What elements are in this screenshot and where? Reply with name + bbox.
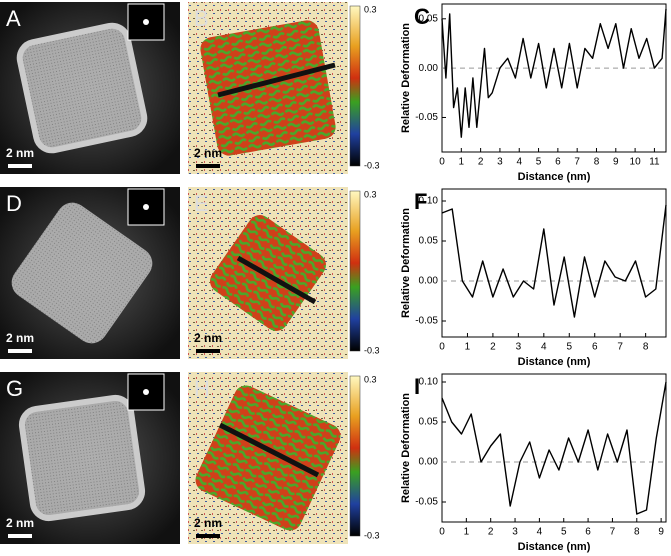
line: [441, 8, 667, 138]
x-axis-label: Distance (nm): [518, 541, 591, 553]
scale-bar-label: 2 nm: [194, 516, 222, 530]
colorbar: [349, 375, 361, 537]
scale-bar: [196, 534, 220, 538]
panel-label: I: [414, 374, 420, 399]
scale-bar: [196, 349, 220, 353]
panel-label: E: [194, 191, 209, 216]
x-tick-label: 8: [594, 157, 600, 168]
x-tick-label: 11: [649, 157, 660, 168]
y-tick-label: 0.05: [419, 417, 439, 428]
scale-bar: [8, 534, 32, 538]
colorbar-label: 0.3: [364, 189, 377, 199]
y-tick-label: 0.05: [419, 13, 439, 24]
x-tick-label: 0: [439, 527, 445, 538]
x-tick-label: 0: [439, 157, 445, 168]
colorbar-label: -0.3: [364, 345, 380, 355]
particle: [18, 394, 146, 522]
line: [441, 381, 667, 515]
x-tick-label: 4: [516, 157, 522, 168]
x-axis-label: Distance (nm): [518, 171, 591, 183]
x-axis-label: Distance (nm): [518, 356, 591, 368]
y-axis-label: Relative Deformation: [400, 393, 412, 503]
x-tick-label: 3: [512, 527, 518, 538]
profile-arrow: [217, 62, 336, 98]
scale-bar-label: 2 nm: [194, 331, 222, 345]
x-tick-label: 6: [555, 157, 561, 168]
line: [441, 204, 667, 318]
profile-arrow: [218, 422, 320, 478]
particle: [16, 22, 148, 154]
plot-frame: [441, 3, 667, 153]
scale-bar-label: 2 nm: [194, 146, 222, 160]
y-tick-label: 0.00: [419, 457, 439, 468]
x-tick-label: 4: [541, 342, 547, 353]
scale-bar: [8, 164, 32, 168]
x-tick-label: 5: [536, 157, 542, 168]
scale-bar-label: 2 nm: [6, 331, 34, 345]
scale-bar: [8, 349, 32, 353]
scale-bar-label: 2 nm: [6, 516, 34, 530]
x-tick-label: 7: [617, 342, 623, 353]
panel-label: A: [6, 6, 21, 31]
scale-bar-label: 2 nm: [6, 146, 34, 160]
x-tick-label: 3: [497, 157, 503, 168]
plot-frame: [441, 188, 667, 338]
panel-label: D: [6, 191, 22, 216]
y-axis-label: Relative Deformation: [400, 23, 412, 133]
y-tick-label: -0.05: [415, 316, 438, 327]
fft-spot: [143, 204, 149, 210]
colorbar-label: -0.3: [364, 530, 380, 540]
x-tick-label: 5: [566, 342, 572, 353]
x-tick-label: 6: [585, 527, 591, 538]
x-tick-label: 2: [478, 157, 484, 168]
strain-particle: [195, 385, 341, 531]
x-tick-label: 2: [490, 342, 496, 353]
x-tick-label: 4: [537, 527, 543, 538]
y-tick-label: 0.00: [419, 63, 439, 74]
colorbar: [349, 190, 361, 352]
colorbar-label: 0.3: [364, 374, 377, 384]
panel-label: C: [414, 4, 430, 29]
y-axis-label: Relative Deformation: [400, 208, 412, 318]
scale-bar: [196, 164, 220, 168]
x-tick-label: 0: [439, 342, 445, 353]
x-tick-label: 8: [643, 342, 649, 353]
y-tick-label: 0.00: [419, 276, 439, 287]
x-tick-label: 9: [658, 527, 664, 538]
y-tick-label: -0.05: [415, 497, 438, 508]
colorbar: [349, 5, 361, 167]
x-tick-label: 9: [613, 157, 619, 168]
panel-label: B: [194, 6, 209, 31]
x-tick-label: 8: [634, 527, 640, 538]
fft-spot: [143, 19, 149, 25]
panel-label: H: [194, 376, 210, 401]
x-tick-label: 1: [464, 527, 470, 538]
panel-label: F: [414, 189, 427, 214]
y-tick-label: -0.05: [415, 112, 438, 123]
fft-spot: [143, 389, 149, 395]
x-tick-label: 1: [459, 157, 465, 168]
x-tick-label: 1: [465, 342, 471, 353]
strain-particle: [200, 20, 336, 156]
colorbar-label: 0.3: [364, 4, 377, 14]
y-tick-label: 0.10: [419, 196, 439, 207]
colorbar-label: -0.3: [364, 160, 380, 170]
particle: [11, 202, 153, 344]
x-tick-label: 6: [592, 342, 598, 353]
x-tick-label: 7: [610, 527, 616, 538]
y-tick-label: 0.05: [419, 236, 439, 247]
plot-frame: [441, 373, 667, 523]
x-tick-label: 2: [488, 527, 494, 538]
x-tick-label: 5: [561, 527, 567, 538]
x-tick-label: 7: [574, 157, 580, 168]
x-tick-label: 10: [630, 157, 642, 168]
profile-arrow: [236, 255, 317, 305]
y-tick-label: 0.10: [419, 377, 439, 388]
x-tick-label: 3: [516, 342, 522, 353]
panel-label: G: [6, 376, 23, 401]
